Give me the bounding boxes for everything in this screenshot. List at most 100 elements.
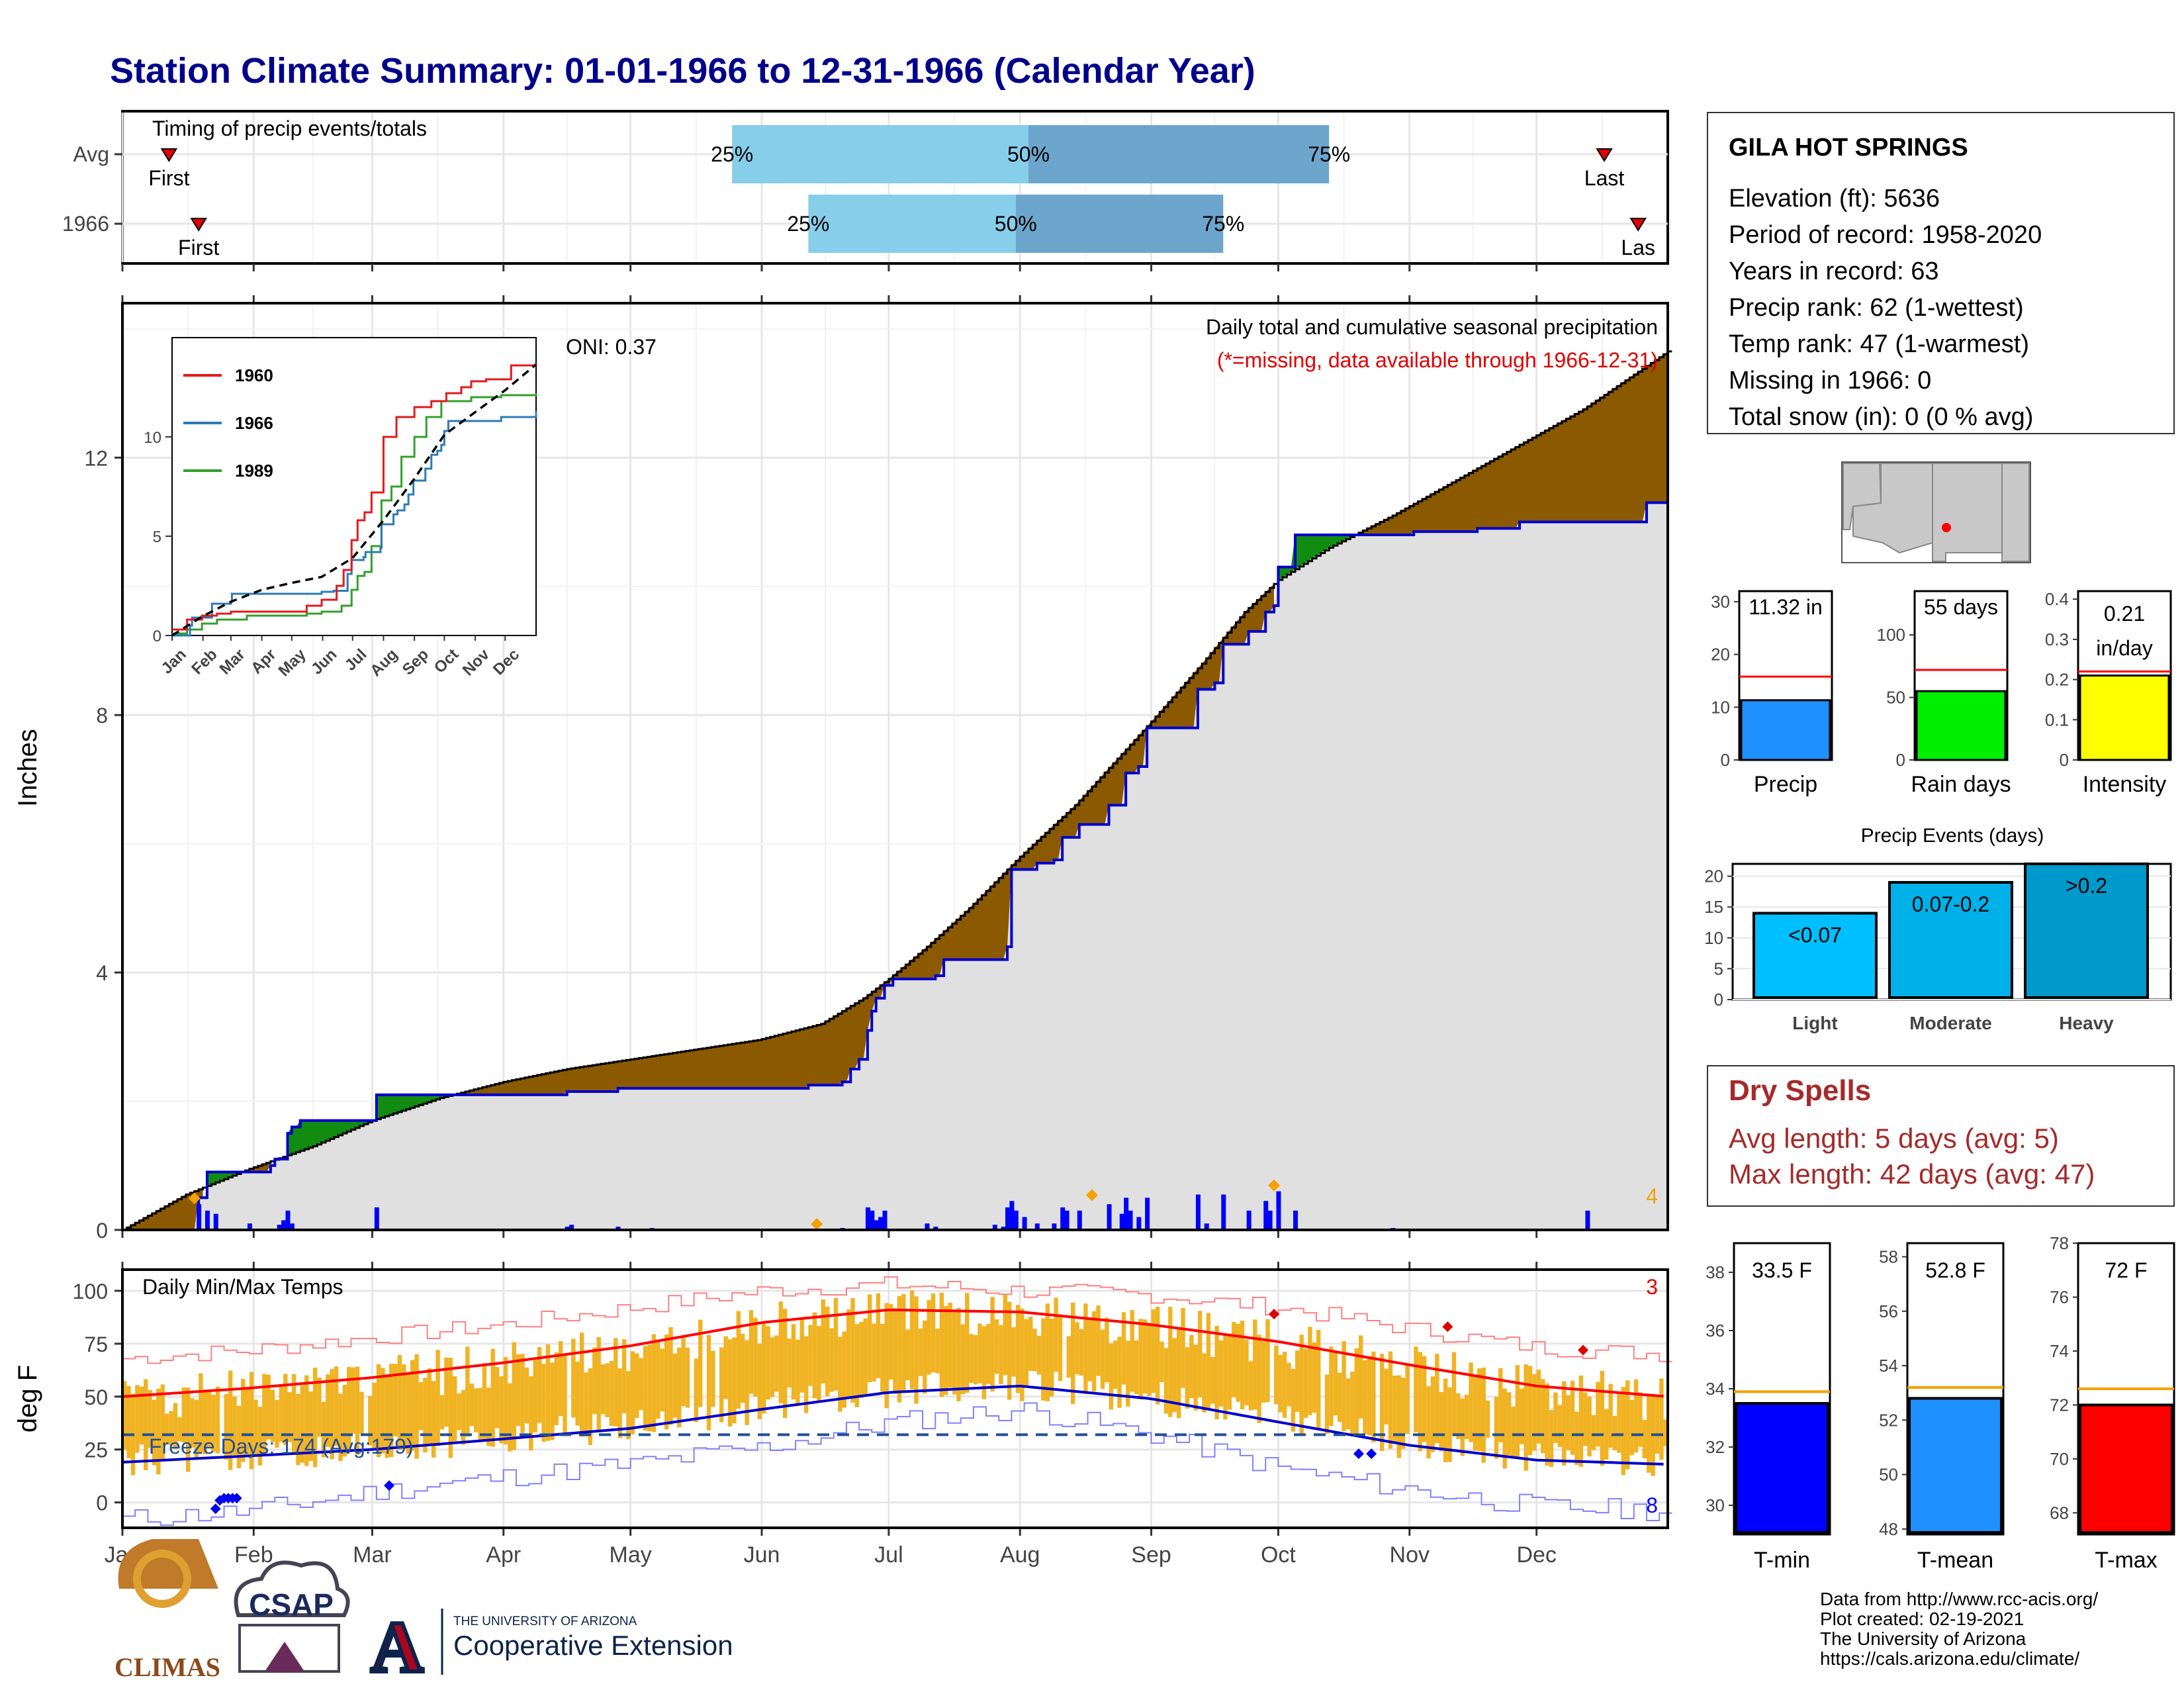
daily-precip-bar xyxy=(925,1223,930,1230)
temp-summary-bars: 30 32 34 36 38 33.5 F T-min 48 50 52 54 56 58 52.8 F T… xyxy=(1706,1233,2175,1573)
daily-temp-bar xyxy=(651,1334,657,1432)
daily-temp-bar xyxy=(588,1368,593,1445)
daily-temp-bar xyxy=(859,1321,864,1398)
csap-mountain xyxy=(265,1642,304,1671)
precip-fills xyxy=(122,350,1672,1231)
daily-temp-bar xyxy=(1142,1319,1148,1393)
temp-summary-tick-label: 48 xyxy=(1879,1519,1898,1539)
daily-temp-bar xyxy=(296,1393,300,1466)
ua-small-text: THE UNIVERSITY OF ARIZONA xyxy=(453,1615,637,1628)
daily-temp-bar xyxy=(935,1329,940,1374)
daily-temp-bar xyxy=(660,1348,664,1412)
daily-temp-bar xyxy=(508,1383,512,1452)
daily-temp-bar xyxy=(1291,1368,1296,1432)
daily-temp-bar xyxy=(266,1374,271,1440)
inset-series-1960 xyxy=(172,363,537,631)
precip-record-count: 4 xyxy=(1646,1184,1658,1208)
daily-temp-bar xyxy=(545,1344,551,1441)
daily-temp-bar xyxy=(745,1340,749,1425)
station-elevation: Elevation (ft): 5636 xyxy=(1729,185,1940,212)
daily-temp-bar xyxy=(1155,1306,1160,1405)
daily-temp-bar xyxy=(842,1331,846,1408)
summary-bar-tick-label: 10 xyxy=(1711,697,1730,717)
daily-temp-bar xyxy=(1604,1409,1609,1460)
daily-temp-bar xyxy=(656,1342,660,1419)
daily-temp-bar xyxy=(664,1335,669,1430)
daily-temp-bar xyxy=(423,1378,428,1453)
record-daily-precip-marker xyxy=(1085,1189,1098,1201)
summary-bar-tick-label: 0.4 xyxy=(2045,589,2069,609)
record-low-marker xyxy=(231,1493,242,1504)
normal-precip-area xyxy=(122,501,1668,1230)
daily-temp-bar xyxy=(880,1324,885,1392)
station-precip-rank: Precip rank: 62 (1-wettest) xyxy=(1729,294,2024,322)
month-axis-label: Sep xyxy=(1131,1542,1171,1568)
daily-temp-bar xyxy=(1214,1325,1219,1419)
daily-precip-bar xyxy=(1221,1194,1226,1230)
daily-temp-bar xyxy=(1439,1391,1443,1452)
daily-temp-bar xyxy=(1265,1319,1270,1403)
daily-temp-bar xyxy=(1015,1305,1021,1393)
daily-temp-bar xyxy=(1274,1345,1279,1405)
inset-legend: 1960 1966 1989 xyxy=(183,365,273,481)
daily-temp-bar xyxy=(139,1386,144,1445)
daily-temp-bar xyxy=(1003,1294,1008,1376)
daily-temp-bar xyxy=(1638,1392,1643,1447)
daily-temp-bar xyxy=(1223,1334,1228,1420)
summary-bar-value-label: 55 days xyxy=(1924,595,1998,619)
inset-background xyxy=(171,337,537,636)
daily-temp-bar xyxy=(275,1399,279,1448)
record-max-line xyxy=(122,1276,1672,1364)
daily-temp-bar xyxy=(1392,1376,1397,1442)
temp-y-tick-label: 100 xyxy=(73,1280,108,1303)
precip-y-tick-label: 8 xyxy=(96,704,108,727)
daily-temp-bar xyxy=(152,1399,157,1466)
daily-temp-bar xyxy=(1557,1405,1563,1448)
daily-temp-bar xyxy=(1117,1336,1122,1408)
dry-spells-avg: Avg length: 5 days (avg: 5) xyxy=(1729,1123,2059,1154)
summary-bar-x-label: Intensity xyxy=(2083,772,2167,797)
daily-precip-bar xyxy=(1052,1223,1057,1230)
timing-percentile-label: 75% xyxy=(1308,142,1350,166)
record-low-marker xyxy=(210,1503,221,1515)
daily-temp-bar xyxy=(893,1308,897,1394)
daily-temp-bar xyxy=(287,1391,292,1442)
summary-bar-tick-label: 50 xyxy=(1886,688,1905,708)
daily-temp-bar xyxy=(931,1293,936,1373)
month-axis-label: Apr xyxy=(486,1542,521,1568)
daily-temp-bar xyxy=(1036,1336,1042,1375)
daily-temp-bar xyxy=(520,1354,525,1433)
daily-temp-bar xyxy=(1011,1327,1016,1377)
daily-temp-bar xyxy=(541,1364,546,1442)
daily-temp-bar xyxy=(1418,1352,1422,1452)
daily-temp-bar xyxy=(609,1360,614,1427)
daily-temp-bar xyxy=(668,1327,673,1425)
daily-precip-bar xyxy=(213,1213,218,1230)
daily-temp-bar xyxy=(1541,1379,1545,1454)
average-cumulative-line xyxy=(122,350,1672,1231)
station-temp-rank: Temp rank: 47 (1-warmest) xyxy=(1729,330,2029,358)
daily-temp-bar xyxy=(741,1334,745,1403)
daily-temp-bar xyxy=(482,1363,487,1440)
temp-summary-tick-label: 54 xyxy=(1879,1356,1898,1376)
event-bar xyxy=(2024,863,2149,999)
daily-temp-bar xyxy=(1506,1392,1512,1456)
station-snow: Total snow (in): 0 (0 % avg) xyxy=(1729,403,2033,431)
daily-temp-bar xyxy=(1172,1338,1177,1413)
daily-temp-bar xyxy=(1384,1368,1388,1425)
daily-temp-bar xyxy=(169,1411,173,1446)
daily-temp-bar xyxy=(1469,1362,1473,1442)
daily-temp-bar xyxy=(677,1347,682,1428)
daily-temp-bar xyxy=(901,1293,906,1391)
temp-y-tick-label: 50 xyxy=(84,1385,108,1409)
daily-precip-bar xyxy=(205,1210,210,1230)
dry-spells-box: Dry Spells Avg length: 5 days (avg: 5) M… xyxy=(1707,1065,2175,1207)
daily-temp-bar xyxy=(719,1347,724,1423)
daily-temp-bar xyxy=(448,1358,453,1458)
daily-temp-bar xyxy=(1308,1327,1312,1415)
daily-precip-bar xyxy=(277,1225,282,1230)
daily-temp-bar xyxy=(245,1389,250,1456)
daily-temp-bar xyxy=(1354,1348,1359,1437)
daily-temp-bar xyxy=(334,1366,339,1446)
daily-temp-bar xyxy=(554,1352,559,1426)
